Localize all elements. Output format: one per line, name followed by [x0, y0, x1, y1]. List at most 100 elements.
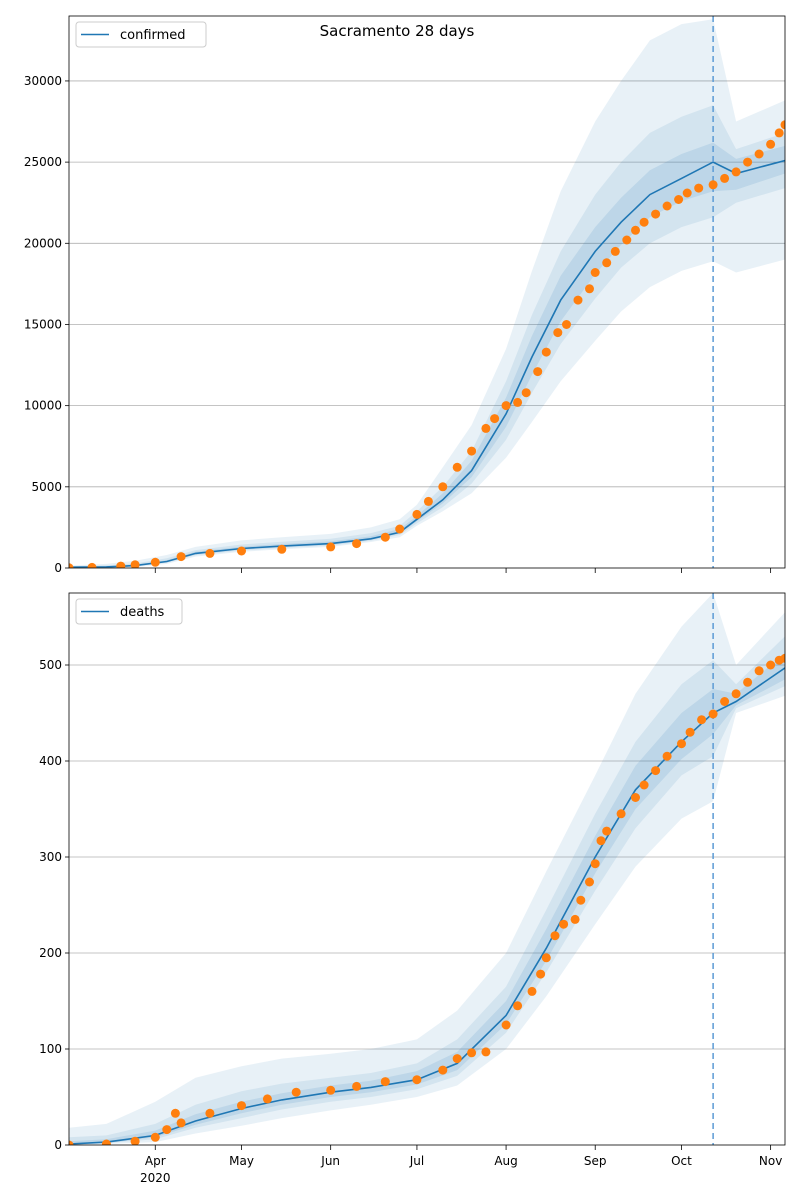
observed-point [527, 986, 537, 996]
observed-point [780, 653, 785, 663]
figure-title: Sacramento 28 days [320, 22, 475, 40]
observed-point [585, 284, 594, 294]
observed-point [590, 859, 600, 869]
observed-point [130, 1136, 140, 1145]
confidence-band-inner [69, 653, 785, 1145]
observed-point [631, 793, 640, 802]
observed-point [610, 246, 620, 256]
observed-point [395, 524, 405, 534]
observed-point [513, 397, 523, 407]
observed-point [150, 557, 160, 567]
y-tick-label: 200 [39, 946, 62, 960]
observed-point [536, 969, 546, 979]
observed-point [467, 446, 477, 456]
observed-point [616, 809, 626, 819]
observed-point [685, 727, 695, 737]
x-tick-label: May [229, 1154, 254, 1168]
observed-point [130, 560, 140, 568]
observed-point [262, 1094, 272, 1104]
observed-point [541, 953, 551, 963]
observed-point [412, 1075, 422, 1085]
observed-point [631, 225, 640, 235]
observed-point [101, 1139, 111, 1145]
confidence-band-mid [69, 105, 785, 568]
observed-point [622, 235, 632, 245]
observed-point [501, 401, 511, 411]
observed-point [380, 1077, 390, 1087]
observed-point [754, 149, 764, 159]
x-tick-label: Sep [584, 1154, 607, 1168]
observed-point [412, 509, 422, 519]
observed-point [682, 188, 692, 198]
legend-box [75, 598, 183, 625]
observed-point [559, 919, 569, 929]
observed-point [766, 660, 776, 670]
y-tick-label: 400 [39, 754, 62, 768]
observed-point [774, 128, 784, 138]
observed-point [467, 1048, 477, 1058]
confidence-band-outer [69, 19, 785, 568]
observed-point [596, 836, 606, 846]
observed-point [576, 895, 586, 905]
observed-point [513, 1001, 523, 1011]
observed-point [490, 414, 500, 424]
legend-label: deaths [120, 605, 165, 620]
observed-point [438, 1065, 448, 1075]
observed-point [326, 1085, 336, 1095]
y-tick-label: 100 [39, 1042, 62, 1056]
observed-point [766, 139, 776, 149]
observed-point [720, 173, 730, 183]
observed-point [162, 1125, 172, 1135]
model-mean-line [69, 159, 785, 568]
observed-point [602, 826, 612, 836]
observed-point [533, 367, 543, 377]
x-year-label: 2020 [140, 1171, 171, 1185]
observed-point [677, 739, 686, 749]
observed-point [708, 180, 718, 190]
x-tick-label: Aug [494, 1154, 517, 1168]
model-mean-line [69, 667, 785, 1145]
x-tick-label: Oct [671, 1154, 692, 1168]
observed-point [237, 546, 246, 556]
observed-point [639, 217, 649, 227]
observed-point [639, 780, 649, 790]
observed-point [176, 552, 186, 562]
legend-box [75, 21, 207, 48]
y-tick-label: 300 [39, 850, 62, 864]
axes-frame [68, 592, 786, 1146]
y-tick-label: 15000 [24, 317, 62, 331]
observed-point [291, 1087, 301, 1097]
confirmed-panel: 0 5000 10000 15000 20000 25000 30000 confirmed [24, 15, 786, 575]
observed-point [170, 1108, 180, 1118]
observed-point [697, 715, 707, 725]
legend: confirmed [75, 21, 207, 48]
observed-point [602, 258, 612, 268]
x-tick-label: Jul [409, 1154, 424, 1168]
observed-point [237, 1101, 246, 1111]
observed-point [754, 666, 764, 676]
observed-point [380, 532, 390, 542]
confidence-band-inner [69, 142, 785, 568]
y-tick-label: 5000 [31, 480, 62, 494]
x-tick-label: Jun [320, 1154, 340, 1168]
observed-point [573, 295, 583, 305]
observed-point [501, 1020, 511, 1030]
legend: deaths [75, 598, 183, 625]
observed-point [205, 1108, 215, 1118]
y-tick-label: 0 [54, 561, 62, 575]
observed-point [541, 347, 551, 357]
observed-point [176, 1118, 186, 1128]
observed-point [150, 1132, 160, 1142]
observed-point [562, 320, 571, 329]
observed-point [423, 496, 433, 506]
y-tick-label: 20000 [24, 236, 62, 250]
deaths-panel: 0 100 200 300 400 500 Apr May Jun Jul Aug Sep Oct Nov… [39, 592, 786, 1185]
observed-point [651, 766, 661, 776]
observed-point [69, 1140, 74, 1145]
observed-point [780, 120, 785, 130]
observed-point [662, 201, 672, 211]
observed-point [662, 751, 672, 761]
observed-point [731, 689, 741, 699]
y-tick-label: 10000 [24, 399, 62, 413]
